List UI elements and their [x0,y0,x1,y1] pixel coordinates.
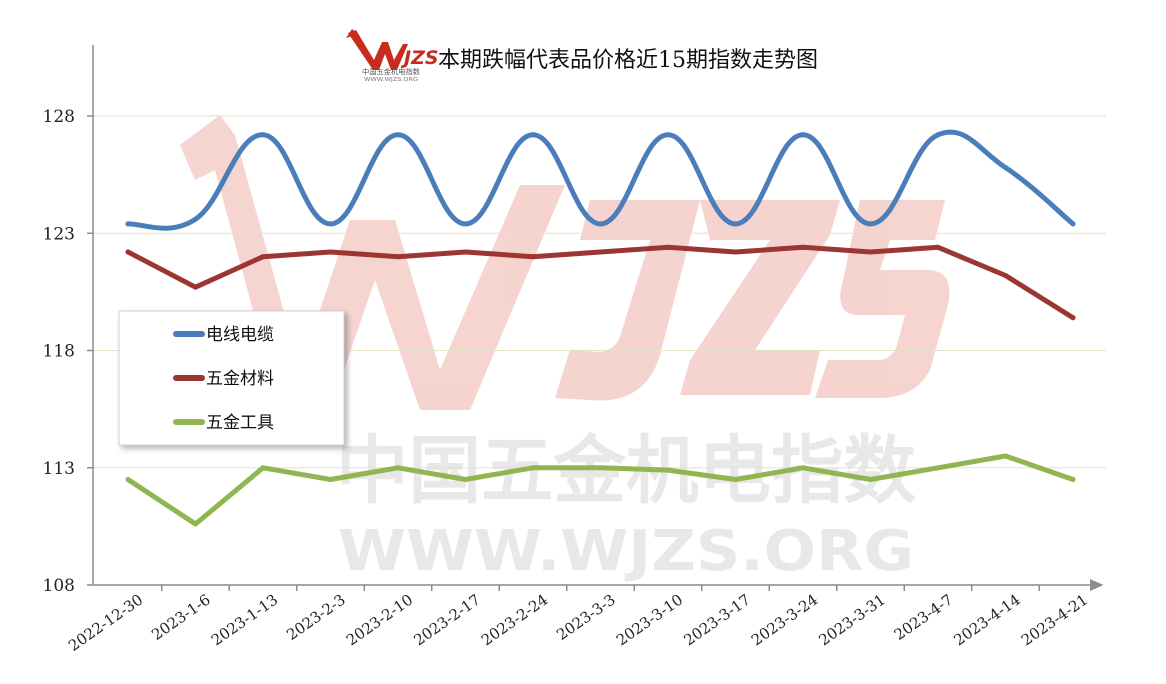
x-tick-label: 2023-1-13 [208,591,281,650]
series-0-point-10 [801,132,806,137]
series-2-point-14 [1071,477,1076,482]
series-2-point-1 [193,522,198,527]
series-1-point-1 [193,285,198,290]
legend-label-0: 电线电缆 [206,325,274,345]
series-0-point-4 [396,132,401,137]
chart-title: 本期跌幅代表品价格近15期指数走势图 [438,48,818,73]
series-1-point-7 [598,250,603,255]
x-tick-label: 2023-3-31 [815,591,888,650]
series-0-point-5 [463,221,468,226]
series-2-point-0 [126,477,131,482]
legend: 电线电缆 五金材料 五金工具 [119,311,344,445]
x-tick-label: 2022-12-30 [65,591,146,655]
x-tick-label: 2023-3-3 [553,591,619,644]
series-0-point-14 [1071,221,1076,226]
series-1-point-4 [396,254,401,259]
series-1-point-6 [531,254,536,259]
logo: JZS 中国五金机电指数 WWW.WJZS.ORG [346,29,439,83]
series-2-point-7 [598,465,603,470]
x-axis-tick-marks [162,585,1040,591]
x-tick-label: 2023-4-21 [1018,591,1091,650]
series-1-point-8 [666,245,671,250]
x-tick-label: 2023-3-17 [680,591,753,650]
y-tick-label: 123 [43,224,75,244]
x-tick-label: 2023-2-17 [410,591,483,650]
series-1-point-11 [868,250,873,255]
series-1-point-9 [733,250,738,255]
series-1-point-0 [126,250,131,255]
series-0-point-0 [126,221,131,226]
series-2-point-3 [328,477,333,482]
series-2-point-6 [531,465,536,470]
x-tick-label: 2023-2-3 [283,591,349,644]
legend-label-2: 五金工具 [206,413,274,433]
svg-text:JZS: JZS [400,47,439,69]
svg-text:中国五金机电指数: 中国五金机电指数 [362,67,420,76]
series-1-point-2 [261,254,266,259]
y-axis-tick-labels: 108 113 118 123 128 [43,107,75,596]
series-2-point-4 [396,465,401,470]
series-2-point-11 [868,477,873,482]
x-tick-label: 2023-4-7 [891,591,957,644]
series-2-point-8 [666,468,671,473]
x-tick-label: 2023-4-14 [950,591,1023,650]
x-tick-label: 2023-2-10 [343,591,416,650]
svg-text:WWW.WJZS.ORG: WWW.WJZS.ORG [338,519,914,584]
y-tick-label: 113 [43,459,75,479]
y-tick-label: 128 [43,107,75,127]
series-2-point-9 [733,477,738,482]
series-0-point-13 [1003,165,1008,170]
series-1-point-5 [463,250,468,255]
x-tick-label: 2023-3-24 [748,591,821,650]
series-0-point-2 [261,132,266,137]
series-2-point-12 [936,465,941,470]
series-1-point-10 [801,245,806,250]
series-1-point-13 [1003,273,1008,278]
series-0-point-11 [868,221,873,226]
series-1-point-14 [1071,315,1076,320]
y-tick-label: 108 [43,576,75,596]
series-1-point-3 [328,250,333,255]
x-tick-label: 2023-2-24 [478,591,551,650]
svg-text:WWW.WJZS.ORG: WWW.WJZS.ORG [364,77,418,83]
series-1-point-12 [936,245,941,250]
series-0-point-7 [598,221,603,226]
y-tick-label: 118 [43,342,75,362]
series-0-point-6 [531,132,536,137]
series-2-point-5 [463,477,468,482]
series-2-point-2 [261,465,266,470]
series-0-point-12 [936,132,941,137]
x-tick-label: 2023-3-10 [613,591,686,650]
title-group: JZS 中国五金机电指数 WWW.WJZS.ORG 本期跌幅代表品价格近15期指… [346,29,818,83]
series-2-point-13 [1003,454,1008,459]
series-0-point-8 [666,132,671,137]
legend-label-1: 五金材料 [206,369,274,389]
series-0-point-1 [193,217,198,222]
series-0-point-9 [733,221,738,226]
x-tick-label: 2023-1-6 [148,591,214,644]
series-2-point-10 [801,465,806,470]
series-0-point-3 [328,221,333,226]
